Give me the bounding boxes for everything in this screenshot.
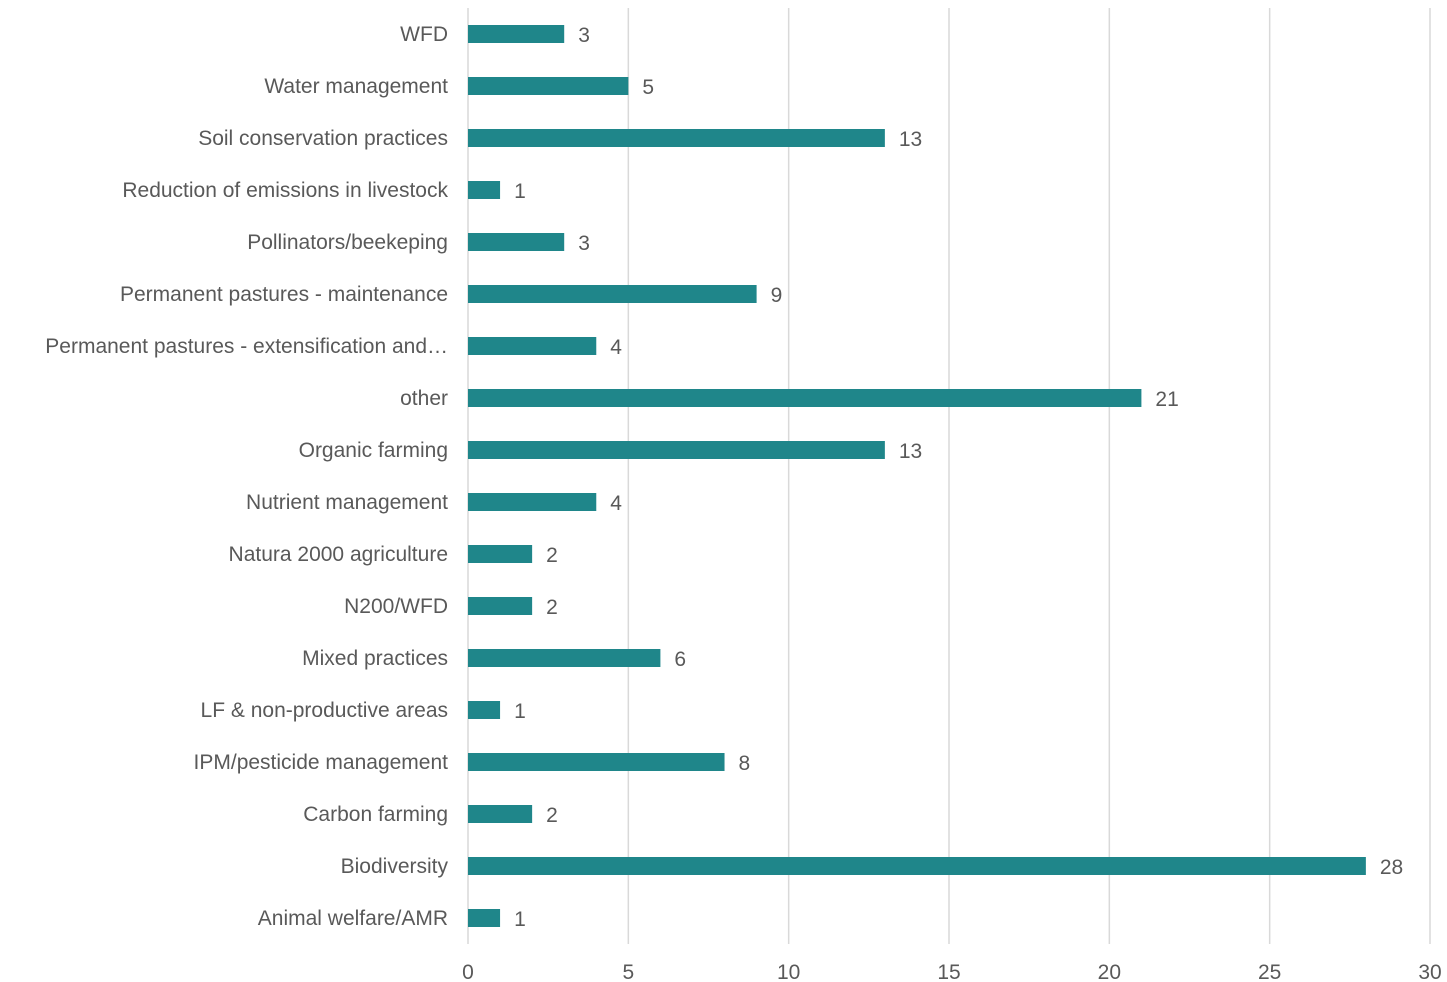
data-label: 2 [546,596,558,619]
data-label: 4 [610,336,622,359]
category-label: Nutrient management [246,491,448,514]
category-label: Pollinators/beekeping [247,231,448,254]
category-label: Mixed practices [302,647,448,670]
data-label: 9 [771,284,783,307]
bar [468,493,597,511]
bar [468,857,1366,875]
data-label: 1 [514,908,526,931]
bar [468,701,501,719]
bars [468,25,1366,927]
category-label: Reduction of emissions in livestock [122,179,448,202]
category-label: Natura 2000 agriculture [229,543,448,566]
data-label: 6 [674,648,686,671]
category-label: Permanent pastures - maintenance [120,283,448,306]
bar [468,649,661,667]
data-label: 2 [546,544,558,567]
data-label: 5 [642,76,654,99]
bar [468,805,533,823]
x-tick-label: 0 [462,961,474,982]
category-label: WFD [400,23,448,46]
bar [468,337,597,355]
x-tick-label: 20 [1098,961,1121,982]
bar [468,389,1142,407]
data-label: 2 [546,804,558,827]
value-axis: 0 5 10 15 20 25 30 [462,961,1442,982]
data-label: 1 [514,180,526,203]
bar [468,129,885,147]
category-label: N200/WFD [344,595,448,618]
category-label: other [400,387,448,410]
data-label: 4 [610,492,622,515]
bar [468,285,757,303]
data-label: 13 [899,128,922,151]
data-label: 8 [739,752,751,775]
category-label: IPM/pesticide management [194,751,449,774]
bar [468,909,501,927]
data-label: 3 [578,24,590,47]
data-label: 1 [514,700,526,723]
x-tick-label: 25 [1258,961,1281,982]
category-label: Carbon farming [303,803,448,826]
bar [468,441,885,459]
data-label: 13 [899,440,922,463]
data-label: 21 [1155,388,1178,411]
bar [468,597,533,615]
bar [468,545,533,563]
category-label: LF & non-productive areas [201,699,448,722]
category-labels: WFD Water management Soil conservation pra… [45,23,448,930]
category-label: Soil conservation practices [198,127,448,150]
category-label: Water management [264,75,448,98]
bar [468,233,565,251]
x-tick-label: 10 [777,961,800,982]
data-label: 28 [1380,856,1403,879]
x-tick-label: 5 [622,961,634,982]
gridlines [467,8,1431,944]
category-label: Organic farming [299,439,448,462]
bar [468,25,565,43]
category-label: Biodiversity [341,855,449,878]
category-label: Animal welfare/AMR [258,907,448,930]
bar [468,181,501,199]
data-label: 3 [578,232,590,255]
x-tick-label: 30 [1418,961,1441,982]
category-label: Permanent pastures - extensification and… [45,335,448,358]
bar [468,753,725,771]
x-tick-label: 15 [937,961,960,982]
bar [468,77,629,95]
